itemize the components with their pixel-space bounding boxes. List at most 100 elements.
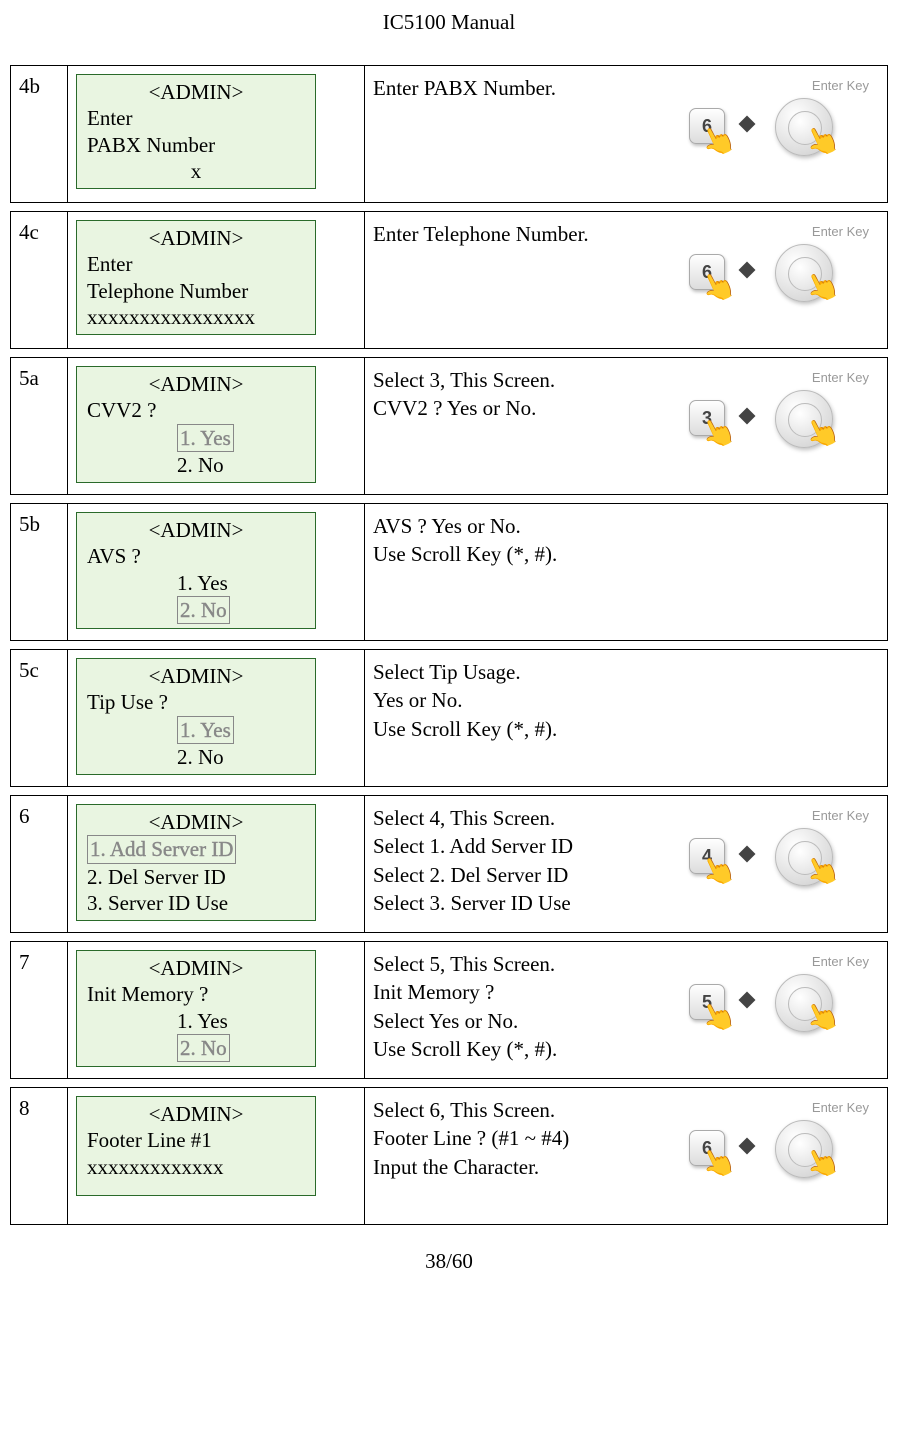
- enter-key-illustration: Enter Key5👆👆: [679, 956, 879, 1046]
- step-lcd-cell: <ADMIN>AVS ?1. Yes2. No: [68, 504, 365, 641]
- lcd-title: <ADMIN>: [87, 955, 305, 981]
- step-description: Enter PABX Number.: [373, 74, 556, 102]
- lcd-selected-option: 1. Yes: [177, 716, 234, 744]
- step-row: 4c<ADMIN>EnterTelephone Numberxxxxxxxxxx…: [10, 211, 888, 349]
- lcd-line: xxxxxxxxxxxxxxxx: [87, 304, 305, 330]
- document-title: IC5100 Manual: [10, 10, 888, 35]
- step-row: 5b<ADMIN>AVS ?1. Yes2. NoAVS ? Yes or No…: [10, 503, 888, 641]
- arrow-icon: [739, 408, 756, 425]
- step-row: 5c<ADMIN>Tip Use ?1. Yes2. NoSelect Tip …: [10, 649, 888, 787]
- lcd-line: Enter: [87, 105, 305, 131]
- lcd-line: 1. Yes: [87, 1008, 305, 1034]
- lcd-line: PABX Number: [87, 132, 305, 158]
- manual-page: IC5100 Manual 4b<ADMIN>EnterPABX Numberx…: [0, 0, 898, 1304]
- arrow-icon: [739, 1138, 756, 1155]
- step-description-cell: AVS ? Yes or No.Use Scroll Key (*, #).: [365, 504, 888, 641]
- lcd-title: <ADMIN>: [87, 225, 305, 251]
- lcd-selected-option: 1. Yes: [177, 424, 234, 452]
- lcd-line: CVV2 ?: [87, 397, 305, 423]
- enter-key-label: Enter Key: [812, 1100, 869, 1115]
- lcd-title: <ADMIN>: [87, 79, 305, 105]
- lcd-title: <ADMIN>: [87, 663, 305, 689]
- lcd-screen: <ADMIN>EnterTelephone Numberxxxxxxxxxxxx…: [76, 220, 316, 335]
- arrow-icon: [739, 262, 756, 279]
- step-lcd-cell: <ADMIN>EnterTelephone Numberxxxxxxxxxxxx…: [68, 212, 365, 349]
- lcd-line: x: [87, 158, 305, 184]
- lcd-line: 1. Yes: [87, 424, 305, 452]
- lcd-line: 2. No: [87, 452, 305, 478]
- lcd-screen: <ADMIN>Footer Line #1xxxxxxxxxxxxx: [76, 1096, 316, 1196]
- enter-key-illustration: Enter Key4👆👆: [679, 810, 879, 900]
- lcd-line: 1. Add Server ID: [87, 835, 305, 863]
- enter-key-label: Enter Key: [812, 808, 869, 823]
- lcd-screen: <ADMIN>Tip Use ?1. Yes2. No: [76, 658, 316, 775]
- step-row: 6<ADMIN>1. Add Server ID2. Del Server ID…: [10, 795, 888, 933]
- step-description: Enter Telephone Number.: [373, 220, 589, 248]
- step-number: 5a: [11, 358, 68, 495]
- steps-container: 4b<ADMIN>EnterPABX NumberxEnter PABX Num…: [10, 65, 888, 1225]
- step-description: Select 3, This Screen.CVV2 ? Yes or No.: [373, 366, 555, 423]
- step-number: 4b: [11, 66, 68, 203]
- step-description-cell: Enter PABX Number. Enter Key6👆👆: [365, 66, 888, 203]
- step-lcd-cell: <ADMIN>1. Add Server ID2. Del Server ID3…: [68, 796, 365, 933]
- lcd-line: 3. Server ID Use: [87, 890, 305, 916]
- step-number: 5c: [11, 650, 68, 787]
- step-number: 8: [11, 1088, 68, 1225]
- step-description-cell: Select 6, This Screen.Footer Line ? (#1 …: [365, 1088, 888, 1225]
- step-number: 6: [11, 796, 68, 933]
- step-lcd-cell: <ADMIN>Init Memory ?1. Yes2. No: [68, 942, 365, 1079]
- lcd-selected-option: 2. No: [177, 1034, 230, 1062]
- lcd-line: xxxxxxxxxxxxx: [87, 1154, 305, 1180]
- lcd-screen: <ADMIN>CVV2 ?1. Yes2. No: [76, 366, 316, 483]
- lcd-line: 2. Del Server ID: [87, 864, 305, 890]
- lcd-line: Tip Use ?: [87, 689, 305, 715]
- step-description-cell: Select 4, This Screen.Select 1. Add Serv…: [365, 796, 888, 933]
- lcd-screen: <ADMIN>EnterPABX Numberx: [76, 74, 316, 189]
- step-lcd-cell: <ADMIN>CVV2 ?1. Yes2. No: [68, 358, 365, 495]
- step-description: Select 4, This Screen.Select 1. Add Serv…: [373, 804, 573, 917]
- lcd-title: <ADMIN>: [87, 1101, 305, 1127]
- step-description-cell: Enter Telephone Number. Enter Key6👆👆: [365, 212, 888, 349]
- step-description: Select 6, This Screen.Footer Line ? (#1 …: [373, 1096, 569, 1181]
- step-number: 7: [11, 942, 68, 1079]
- step-row: 4b<ADMIN>EnterPABX NumberxEnter PABX Num…: [10, 65, 888, 203]
- enter-key-illustration: Enter Key6👆👆: [679, 80, 879, 170]
- enter-key-label: Enter Key: [812, 370, 869, 385]
- lcd-selected-option: 2. No: [177, 596, 230, 624]
- step-lcd-cell: <ADMIN>EnterPABX Numberx: [68, 66, 365, 203]
- lcd-line: 2. No: [87, 596, 305, 624]
- step-number: 4c: [11, 212, 68, 349]
- step-row: 8<ADMIN>Footer Line #1xxxxxxxxxxxxx Sele…: [10, 1087, 888, 1225]
- enter-key-label: Enter Key: [812, 224, 869, 239]
- lcd-line: AVS ?: [87, 543, 305, 569]
- enter-key-label: Enter Key: [812, 78, 869, 93]
- lcd-line: 2. No: [87, 1034, 305, 1062]
- step-row: 5a<ADMIN>CVV2 ?1. Yes2. NoSelect 3, This…: [10, 357, 888, 495]
- step-description: Select 5, This Screen.Init Memory ?Selec…: [373, 950, 557, 1063]
- step-description: Select Tip Usage.Yes or No.Use Scroll Ke…: [373, 658, 557, 743]
- lcd-line: 1. Yes: [87, 570, 305, 596]
- enter-key-illustration: Enter Key6👆👆: [679, 1102, 879, 1192]
- lcd-title: <ADMIN>: [87, 809, 305, 835]
- enter-key-label: Enter Key: [812, 954, 869, 969]
- step-description-cell: Select 3, This Screen.CVV2 ? Yes or No. E…: [365, 358, 888, 495]
- lcd-line: Telephone Number: [87, 278, 305, 304]
- step-description: AVS ? Yes or No.Use Scroll Key (*, #).: [373, 512, 557, 569]
- lcd-title: <ADMIN>: [87, 371, 305, 397]
- lcd-line: 1. Yes: [87, 716, 305, 744]
- lcd-screen: <ADMIN>Init Memory ?1. Yes2. No: [76, 950, 316, 1067]
- lcd-screen: <ADMIN>1. Add Server ID2. Del Server ID3…: [76, 804, 316, 921]
- arrow-icon: [739, 992, 756, 1009]
- lcd-title: <ADMIN>: [87, 517, 305, 543]
- step-description-cell: Select 5, This Screen.Init Memory ?Selec…: [365, 942, 888, 1079]
- step-row: 7<ADMIN>Init Memory ?1. Yes2. NoSelect 5…: [10, 941, 888, 1079]
- lcd-screen: <ADMIN>AVS ?1. Yes2. No: [76, 512, 316, 629]
- enter-key-illustration: Enter Key6👆👆: [679, 226, 879, 316]
- lcd-line: 2. No: [87, 744, 305, 770]
- lcd-line: Footer Line #1: [87, 1127, 305, 1153]
- step-number: 5b: [11, 504, 68, 641]
- lcd-line: Enter: [87, 251, 305, 277]
- step-lcd-cell: <ADMIN>Tip Use ?1. Yes2. No: [68, 650, 365, 787]
- lcd-line: Init Memory ?: [87, 981, 305, 1007]
- lcd-selected-option: 1. Add Server ID: [87, 835, 236, 863]
